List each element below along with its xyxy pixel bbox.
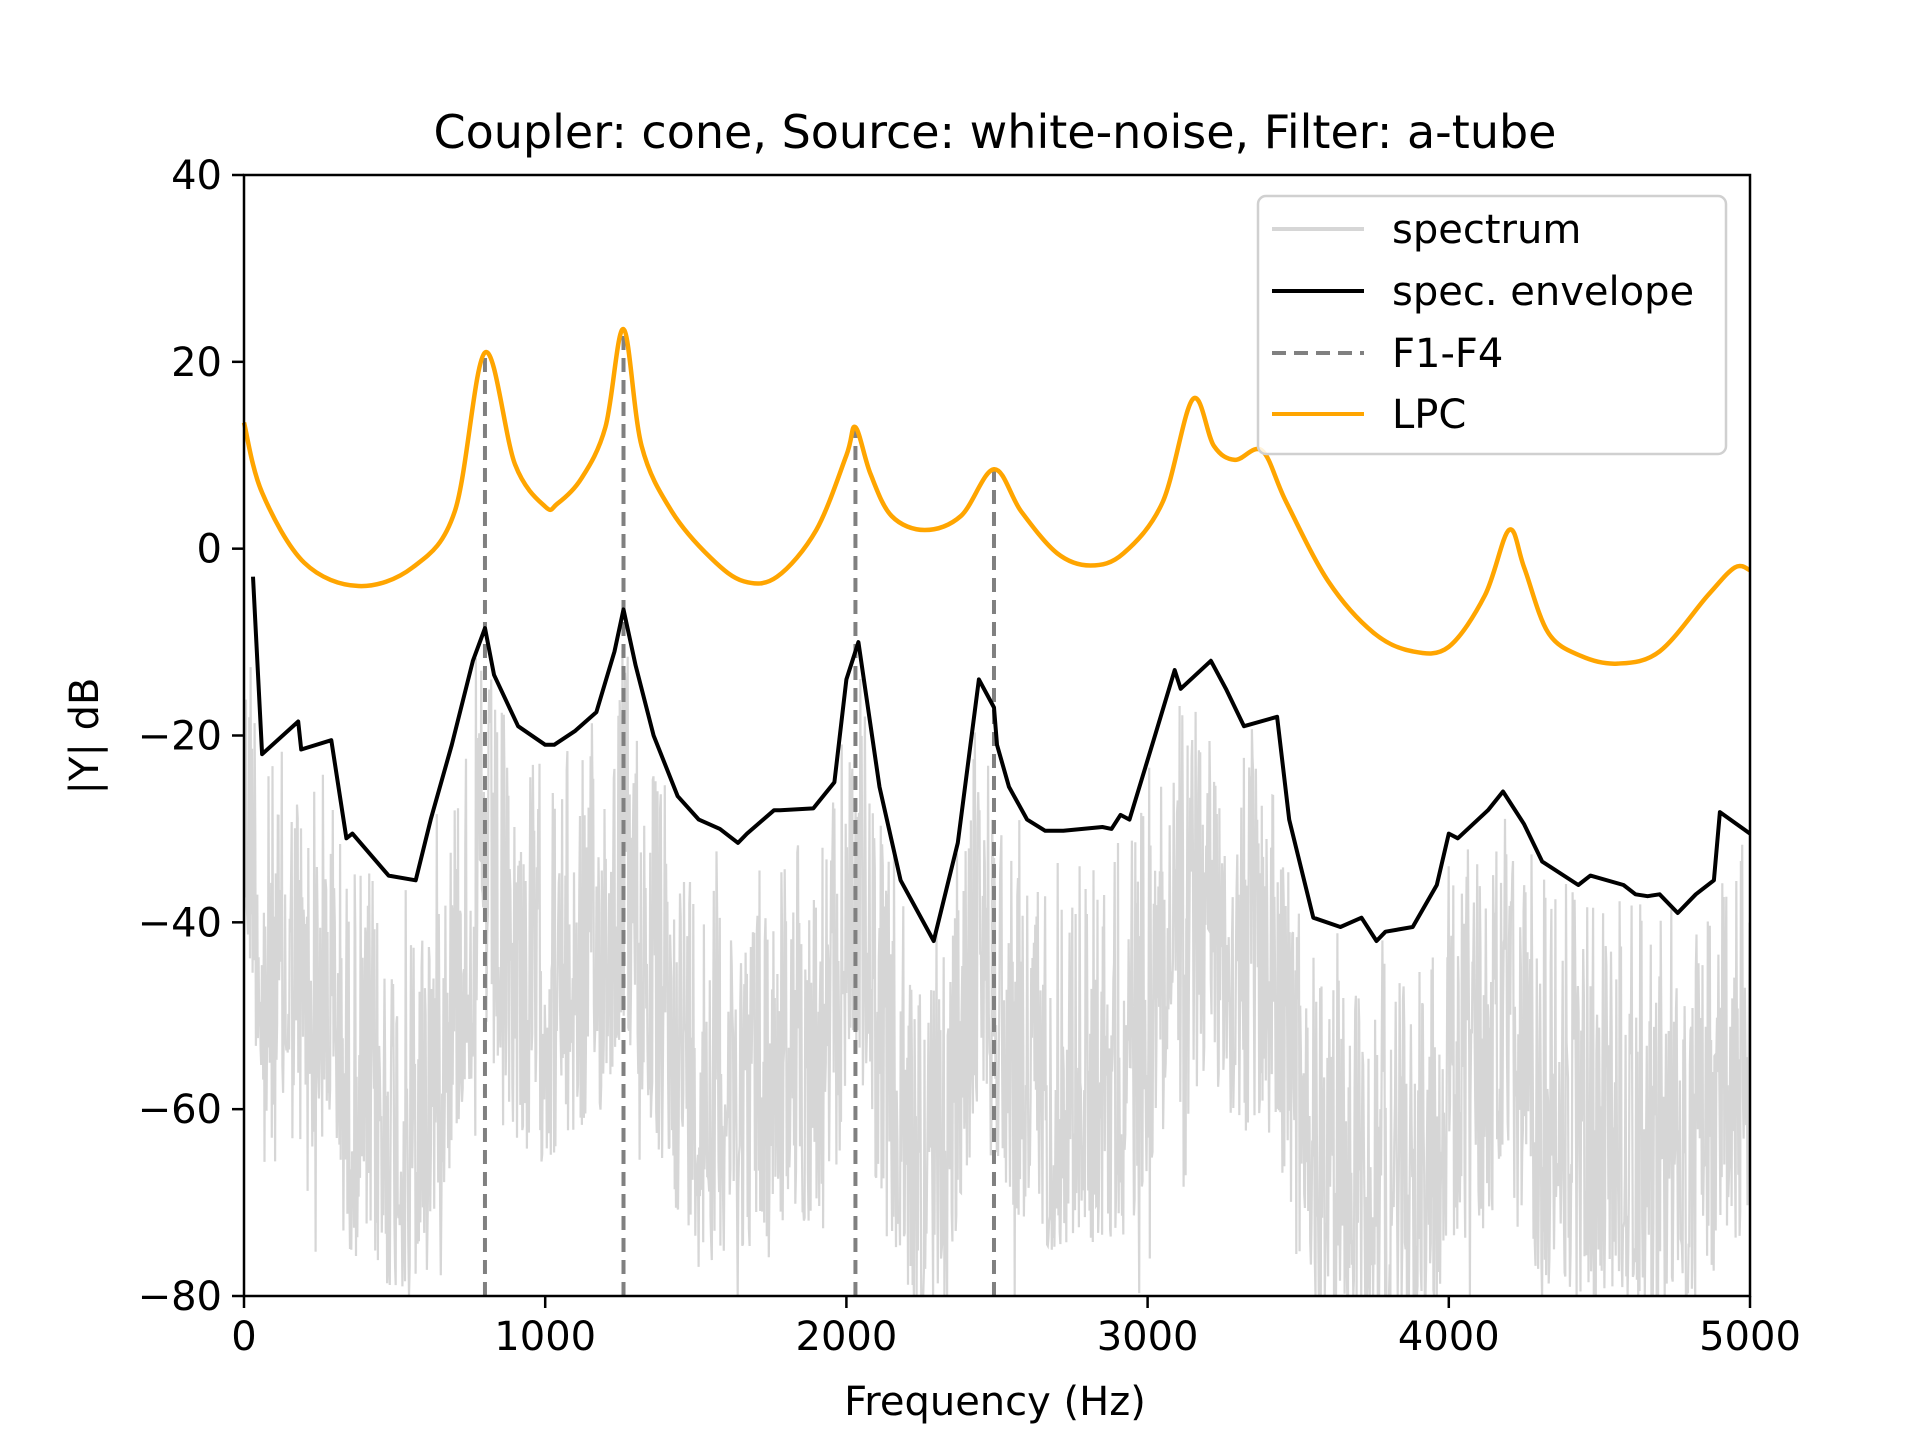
formant-lines (482, 329, 996, 1296)
chart-title: Coupler: cone, Source: white-noise, Filt… (434, 105, 1557, 159)
x-axis: 0 1000 2000 3000 4000 5000 (231, 1296, 1801, 1360)
x-tick-label: 5000 (1699, 1314, 1801, 1360)
plot-area (241, 326, 1752, 1298)
y-tick-label: −20 (138, 714, 222, 760)
y-tick-label: −80 (138, 1274, 222, 1320)
y-axis-label: |Y| dB (62, 678, 108, 795)
legend-label-envelope: spec. envelope (1392, 269, 1694, 315)
legend: spectrum spec. envelope F1-F4 LPC (1256, 194, 1728, 456)
x-tick-label: 1000 (494, 1314, 596, 1360)
x-tick-label: 2000 (796, 1314, 898, 1360)
x-axis-label: Frequency (Hz) (844, 1379, 1146, 1425)
legend-label-lpc: LPC (1392, 392, 1466, 438)
y-axis: −80 −60 −40 −20 0 20 40 (138, 153, 244, 1320)
envelope-line (251, 576, 1752, 943)
y-tick-label: 20 (171, 340, 222, 386)
y-tick-label: 40 (171, 153, 222, 199)
legend-box (1256, 194, 1728, 456)
legend-label-formants: F1-F4 (1392, 331, 1503, 377)
spectrum-line (242, 649, 1751, 1298)
lpc-series (241, 326, 1751, 666)
x-tick-label: 3000 (1097, 1314, 1199, 1360)
y-tick-label: −60 (138, 1087, 222, 1133)
envelope-series (251, 576, 1752, 943)
spectrum-series (242, 649, 1751, 1298)
legend-label-spectrum: spectrum (1392, 207, 1581, 253)
y-tick-label: 0 (197, 527, 222, 573)
lpc-line (241, 326, 1751, 666)
y-tick-label: −40 (138, 900, 222, 946)
x-tick-label: 4000 (1398, 1314, 1500, 1360)
x-tick-label: 0 (231, 1314, 256, 1360)
